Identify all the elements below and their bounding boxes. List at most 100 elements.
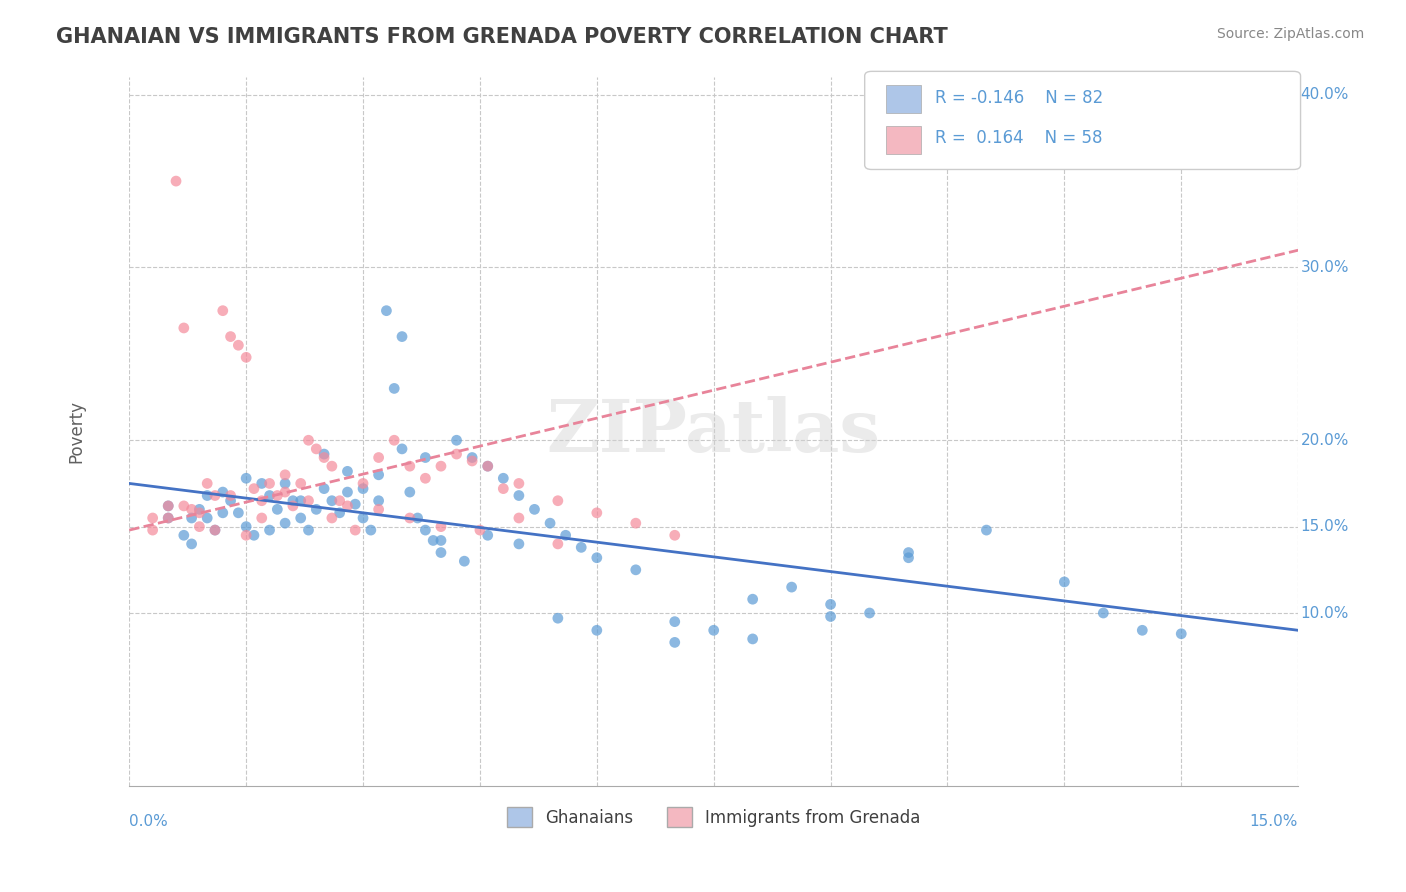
Point <box>321 459 343 474</box>
Point <box>250 493 273 508</box>
Point <box>820 598 842 612</box>
Point <box>250 511 273 525</box>
Point <box>415 471 437 485</box>
Point <box>157 499 180 513</box>
Point <box>219 489 242 503</box>
Point <box>195 489 218 503</box>
Point <box>585 506 607 520</box>
Point <box>375 303 398 318</box>
Point <box>329 506 352 520</box>
Point <box>235 471 257 485</box>
Text: 0.0%: 0.0% <box>129 814 169 830</box>
Point <box>468 523 491 537</box>
Point <box>188 502 211 516</box>
Point <box>344 497 367 511</box>
Point <box>477 459 499 474</box>
Point <box>180 537 202 551</box>
Point <box>477 528 499 542</box>
Point <box>741 592 763 607</box>
Point <box>430 545 453 559</box>
Point <box>538 516 561 531</box>
Point <box>228 506 250 520</box>
Text: 30.0%: 30.0% <box>1301 260 1348 275</box>
Point <box>266 502 288 516</box>
Point <box>157 511 180 525</box>
Point <box>180 502 202 516</box>
Point <box>321 511 343 525</box>
Text: Source: ZipAtlas.com: Source: ZipAtlas.com <box>1216 27 1364 41</box>
Point <box>406 511 429 525</box>
Point <box>360 523 382 537</box>
Point <box>266 489 288 503</box>
Point <box>188 519 211 533</box>
Point <box>741 632 763 646</box>
Point <box>211 485 233 500</box>
Text: 20.0%: 20.0% <box>1301 433 1348 448</box>
Text: 15.0%: 15.0% <box>1250 814 1298 830</box>
Point <box>157 499 180 513</box>
Point <box>1053 574 1076 589</box>
Point <box>142 511 165 525</box>
Point <box>274 476 297 491</box>
Point <box>211 303 233 318</box>
Text: 10.0%: 10.0% <box>1301 606 1348 621</box>
Point <box>382 434 405 448</box>
Point <box>477 459 499 474</box>
Point <box>569 541 592 555</box>
Point <box>1170 626 1192 640</box>
Point <box>173 499 195 513</box>
Text: 15.0%: 15.0% <box>1301 519 1348 534</box>
Point <box>259 523 281 537</box>
Point <box>297 434 319 448</box>
Point <box>415 523 437 537</box>
Point <box>142 523 165 537</box>
Point <box>314 450 336 465</box>
Point <box>585 550 607 565</box>
Point <box>1130 624 1153 638</box>
Point <box>259 476 281 491</box>
Point <box>243 528 266 542</box>
Point <box>235 351 257 365</box>
Point <box>204 523 226 537</box>
Point <box>305 502 328 516</box>
Point <box>547 493 569 508</box>
Point <box>585 624 607 638</box>
Point <box>391 442 413 456</box>
Point <box>314 447 336 461</box>
Text: 40.0%: 40.0% <box>1301 87 1348 103</box>
Point <box>219 329 242 343</box>
Point <box>664 635 686 649</box>
Legend: Ghanaians, Immigrants from Grenada: Ghanaians, Immigrants from Grenada <box>501 800 927 834</box>
Point <box>415 450 437 465</box>
Point <box>446 447 468 461</box>
Point <box>780 580 803 594</box>
Point <box>398 459 420 474</box>
Point <box>281 493 304 508</box>
Point <box>820 609 842 624</box>
Text: R =  0.164    N = 58: R = 0.164 N = 58 <box>935 129 1102 147</box>
Point <box>352 511 374 525</box>
Point <box>430 519 453 533</box>
Text: GHANAIAN VS IMMIGRANTS FROM GRENADA POVERTY CORRELATION CHART: GHANAIAN VS IMMIGRANTS FROM GRENADA POVE… <box>56 27 948 46</box>
Point <box>367 450 389 465</box>
Point <box>508 489 530 503</box>
Point <box>624 516 647 531</box>
Point <box>219 493 242 508</box>
Point <box>624 563 647 577</box>
Point <box>858 606 880 620</box>
Point <box>211 506 233 520</box>
Point <box>430 533 453 548</box>
Text: Poverty: Poverty <box>67 401 86 463</box>
Point <box>235 519 257 533</box>
Point <box>352 476 374 491</box>
Point <box>1092 606 1115 620</box>
Point <box>391 329 413 343</box>
Point <box>195 476 218 491</box>
Point <box>188 506 211 520</box>
Point <box>204 523 226 537</box>
Point <box>321 493 343 508</box>
Point <box>897 545 920 559</box>
Point <box>290 511 312 525</box>
Point <box>336 499 359 513</box>
Point <box>492 482 515 496</box>
